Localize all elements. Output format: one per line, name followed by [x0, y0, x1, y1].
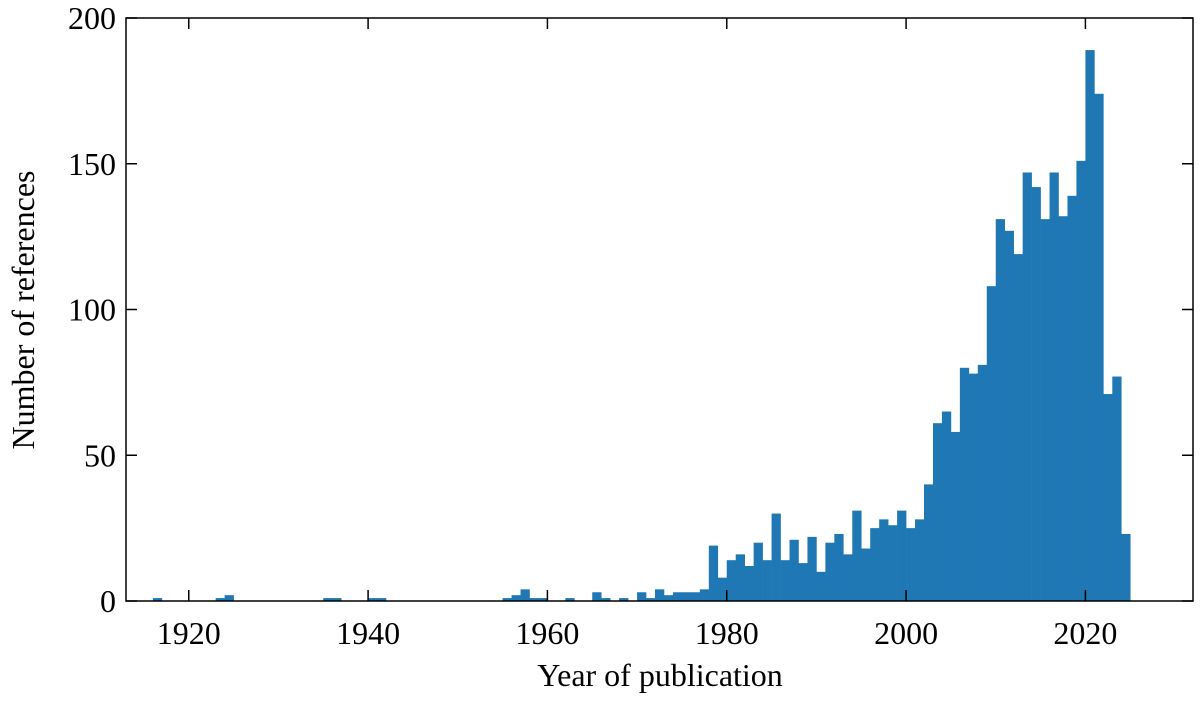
- bar: [565, 598, 575, 601]
- bar: [215, 598, 225, 601]
- bar: [888, 525, 898, 601]
- bar: [502, 598, 512, 601]
- bar: [959, 367, 970, 601]
- bar: [879, 519, 889, 601]
- bar: [511, 595, 521, 601]
- bar: [332, 598, 342, 601]
- bar: [726, 560, 737, 601]
- bar: [592, 592, 602, 601]
- bar: [798, 563, 808, 601]
- bar: [529, 598, 539, 601]
- bar: [646, 598, 656, 601]
- bar: [1121, 533, 1131, 601]
- bar: [1004, 230, 1014, 602]
- x-tick-label: 1980: [695, 615, 759, 651]
- bar: [789, 539, 799, 601]
- x-tick-label: 1940: [336, 615, 400, 651]
- bar: [1022, 172, 1032, 601]
- bar: [1031, 187, 1041, 601]
- bar: [968, 373, 979, 601]
- bar: [1103, 394, 1113, 601]
- y-tick-label: 100: [68, 292, 116, 328]
- bar: [538, 598, 548, 601]
- bar: [906, 528, 916, 601]
- y-tick-label: 150: [68, 146, 116, 182]
- x-axis-label: Year of publication: [537, 657, 783, 693]
- bar: [1058, 216, 1068, 601]
- bar: [762, 560, 772, 601]
- bar: [995, 219, 1006, 601]
- bar: [915, 519, 925, 601]
- bar: [672, 592, 683, 601]
- bar: [717, 577, 728, 601]
- bar: [224, 595, 234, 601]
- bar: [950, 431, 961, 601]
- bar: [1040, 219, 1050, 601]
- x-tick-label: 1920: [157, 615, 221, 651]
- bar: [897, 510, 907, 601]
- bar: [699, 589, 710, 601]
- bar: [601, 598, 611, 601]
- x-tick-label: 1960: [515, 615, 579, 651]
- bar: [1112, 376, 1122, 601]
- bar: [619, 598, 629, 601]
- x-tick-label: 2000: [874, 615, 938, 651]
- bar: [843, 554, 853, 601]
- bar: [655, 589, 665, 601]
- bar: [977, 364, 988, 601]
- bar: [924, 484, 934, 601]
- bar: [708, 545, 719, 601]
- bar: [1049, 172, 1059, 601]
- bar: [377, 598, 387, 601]
- bar: [637, 592, 647, 601]
- bar: [780, 560, 790, 601]
- bar: [1085, 50, 1095, 601]
- bar: [807, 536, 817, 601]
- y-tick-label: 200: [68, 0, 116, 36]
- bar: [834, 533, 844, 601]
- bar: [681, 592, 692, 601]
- y-tick-label: 50: [84, 437, 116, 473]
- x-tick-label: 2020: [1053, 615, 1117, 651]
- bar: [825, 542, 835, 601]
- bar: [520, 589, 530, 601]
- bar: [1094, 93, 1104, 601]
- y-tick-label: 0: [100, 583, 116, 619]
- bar: [1076, 160, 1086, 601]
- bar: [744, 566, 754, 601]
- bar: [323, 598, 333, 601]
- bar: [870, 528, 880, 601]
- y-axis-label: Number of references: [5, 171, 41, 450]
- bar: [941, 411, 952, 601]
- bar: [816, 571, 826, 601]
- bar: [852, 510, 862, 601]
- bar: [735, 554, 745, 601]
- plot-frame: [125, 17, 1194, 602]
- bar: [753, 542, 763, 601]
- bar: [861, 548, 871, 601]
- bar: [986, 286, 997, 601]
- bar: [368, 598, 378, 601]
- bar: [690, 592, 701, 601]
- bar: [1013, 254, 1023, 602]
- bar: [152, 598, 163, 601]
- bar: [771, 513, 781, 601]
- bar: [1067, 195, 1077, 601]
- bar: [932, 423, 943, 601]
- bar: [663, 595, 674, 601]
